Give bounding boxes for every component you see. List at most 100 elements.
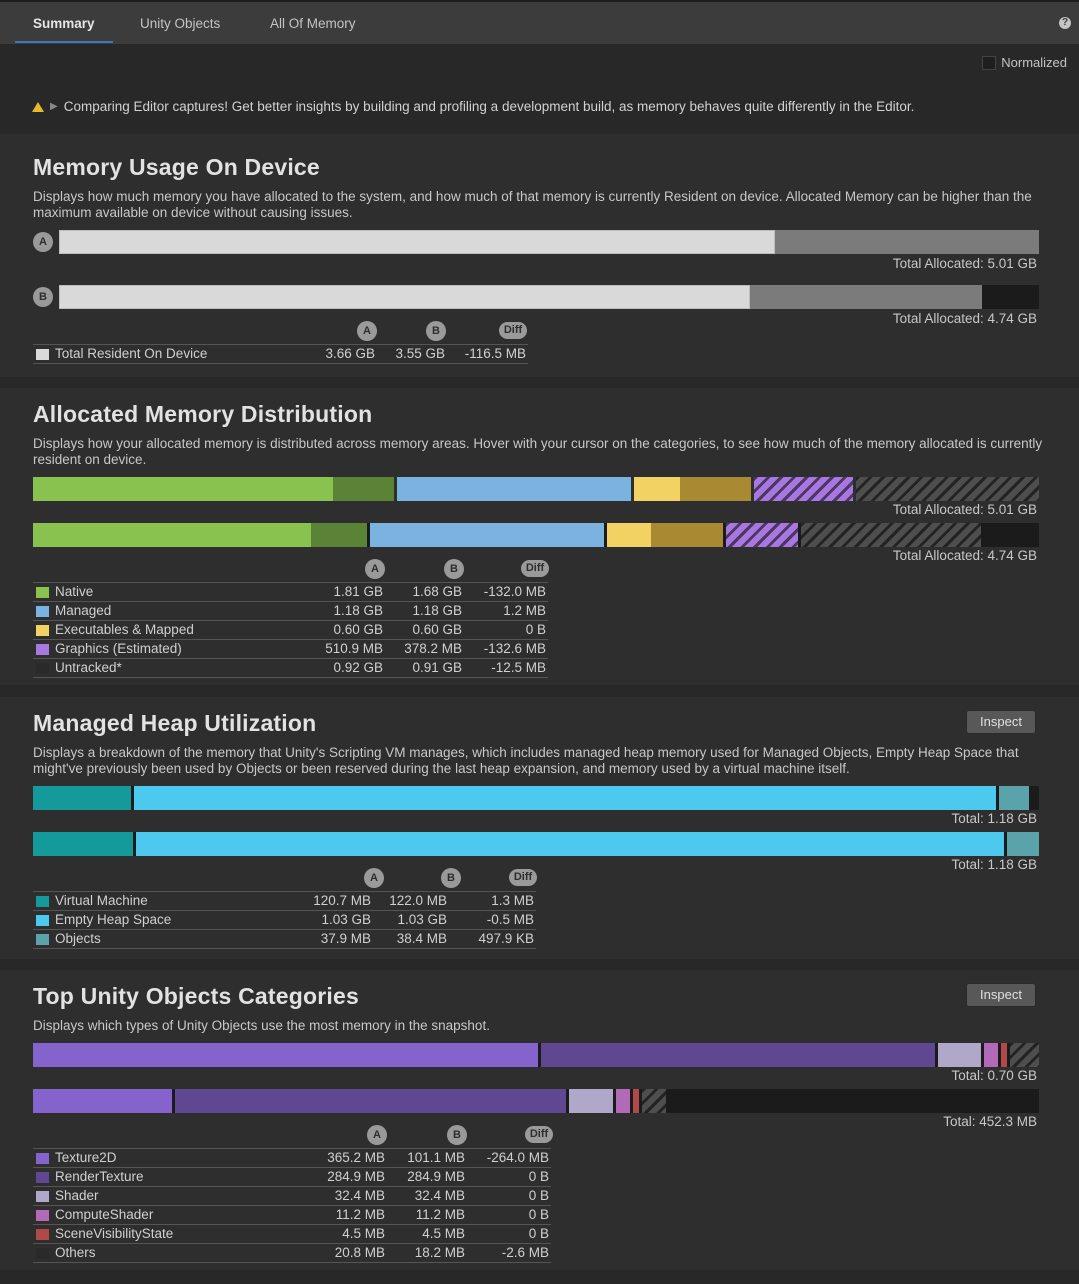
- value-b: 101.1 MB: [407, 1150, 465, 1165]
- rendertexture-segment[interactable]: [175, 1089, 566, 1113]
- inspect-button[interactable]: Inspect: [966, 983, 1036, 1007]
- table-row[interactable]: Texture2D 365.2 MB 101.1 MB -264.0 MB: [33, 1148, 551, 1168]
- computeshader-segment[interactable]: [616, 1089, 630, 1113]
- total-a: Total: 1.18 GB: [951, 811, 1037, 826]
- value-a: 20.8 MB: [334, 1245, 385, 1260]
- rendertexture-segment[interactable]: [541, 1043, 935, 1067]
- normalized-toggle[interactable]: Normalized: [982, 55, 1067, 70]
- value-diff: -12.5 MB: [491, 660, 546, 675]
- shader-segment[interactable]: [569, 1089, 613, 1113]
- native-segment[interactable]: [33, 523, 311, 547]
- native-segment[interactable]: [33, 477, 333, 501]
- executables-segment[interactable]: [607, 523, 651, 547]
- objects-bar-a[interactable]: [33, 1043, 1039, 1067]
- usage-bar-a[interactable]: [59, 230, 1039, 254]
- table-row[interactable]: Objects 37.9 MB 38.4 MB 497.9 KB: [33, 930, 536, 949]
- distribution-bar-a[interactable]: [33, 477, 1039, 501]
- snapshot-a-badge: A: [33, 232, 53, 252]
- table-row[interactable]: Shader 32.4 MB 32.4 MB 0 B: [33, 1187, 551, 1206]
- legend-swatch: [36, 915, 49, 926]
- graphics-segment[interactable]: [726, 523, 798, 547]
- value-a: 11.2 MB: [335, 1207, 385, 1222]
- scenevisibility-segment[interactable]: [633, 1089, 639, 1113]
- table-row[interactable]: Untracked* 0.92 GB 0.91 GB -12.5 MB: [33, 659, 548, 678]
- table-row[interactable]: Total Resident On Device 3.66 GB 3.55 GB…: [33, 344, 528, 364]
- table-row[interactable]: RenderTexture 284.9 MB 284.9 MB 0 B: [33, 1168, 551, 1187]
- table-row[interactable]: SceneVisibilityState 4.5 MB 4.5 MB 0 B: [33, 1225, 551, 1244]
- table-row[interactable]: Managed 1.18 GB 1.18 GB 1.2 MB: [33, 602, 548, 621]
- untracked-segment[interactable]: [856, 477, 1039, 501]
- native-nonresident-segment[interactable]: [311, 523, 367, 547]
- heap-bar-b[interactable]: [33, 832, 1039, 856]
- row-label: Managed: [55, 603, 112, 618]
- warning-text: Comparing Editor captures! Get better in…: [63, 99, 915, 114]
- table-row[interactable]: Virtual Machine 120.7 MB 122.0 MB 1.3 MB: [33, 891, 536, 911]
- value-a: 32.4 MB: [334, 1188, 385, 1203]
- tab-all-of-memory[interactable]: All Of Memory: [270, 16, 356, 31]
- virtual-machine-segment[interactable]: [33, 786, 131, 810]
- row-label: Texture2D: [55, 1150, 117, 1165]
- col-header-diff: Diff: [509, 869, 537, 886]
- row-label: Total Resident On Device: [55, 346, 208, 361]
- total-allocated-b: Total Allocated: 4.74 GB: [892, 548, 1037, 563]
- value-diff: 0 B: [528, 1207, 549, 1222]
- usage-bar-b[interactable]: [59, 285, 1039, 309]
- virtual-machine-segment[interactable]: [33, 832, 133, 856]
- others-segment[interactable]: [642, 1089, 666, 1113]
- graphics-segment[interactable]: [754, 477, 853, 501]
- executables-nonresident-segment[interactable]: [651, 523, 723, 547]
- objects-segment[interactable]: [1007, 832, 1039, 856]
- row-label: Untracked*: [55, 660, 122, 675]
- value-a: 1.03 GB: [321, 912, 371, 927]
- snapshot-b-badge: B: [33, 287, 53, 307]
- table-row[interactable]: Executables & Mapped 0.60 GB 0.60 GB 0 B: [33, 621, 548, 640]
- value-b: 1.03 GB: [397, 912, 447, 927]
- value-diff: -2.6 MB: [501, 1245, 549, 1260]
- usage-table: Total Resident On Device 3.66 GB 3.55 GB…: [33, 344, 528, 364]
- normalized-checkbox[interactable]: [982, 55, 997, 70]
- scenevisibility-segment[interactable]: [1001, 1043, 1007, 1067]
- managed-segment[interactable]: [397, 477, 631, 501]
- tab-unity-objects[interactable]: Unity Objects: [140, 16, 221, 31]
- section-description: Displays which types of Unity Objects us…: [33, 1018, 490, 1033]
- texture2d-segment[interactable]: [33, 1089, 172, 1113]
- heap-bar-a[interactable]: [33, 786, 1039, 810]
- table-row[interactable]: Native 1.81 GB 1.68 GB -132.0 MB: [33, 582, 548, 602]
- value-a: 1.81 GB: [333, 584, 383, 599]
- empty-heap-segment[interactable]: [134, 786, 996, 810]
- table-row[interactable]: Others 20.8 MB 18.2 MB -2.6 MB: [33, 1244, 551, 1263]
- row-label: SceneVisibilityState: [55, 1226, 174, 1241]
- empty-heap-segment[interactable]: [136, 832, 1004, 856]
- texture2d-segment[interactable]: [33, 1043, 538, 1067]
- table-row[interactable]: Graphics (Estimated) 510.9 MB 378.2 MB -132…: [33, 640, 548, 659]
- objects-segment[interactable]: [999, 786, 1029, 810]
- legend-swatch: [36, 1229, 49, 1240]
- col-header-a: A: [364, 868, 384, 888]
- distribution-bar-b[interactable]: [33, 523, 1039, 547]
- managed-segment[interactable]: [370, 523, 604, 547]
- shader-segment[interactable]: [938, 1043, 981, 1067]
- tab-summary[interactable]: Summary: [33, 16, 95, 31]
- value-diff: -116.5 MB: [464, 346, 526, 361]
- native-nonresident-segment[interactable]: [333, 477, 394, 501]
- executables-nonresident-segment[interactable]: [680, 477, 751, 501]
- value-b: 0.60 GB: [412, 622, 462, 637]
- unallocated-segment: [985, 285, 1039, 309]
- value-diff: 1.3 MB: [491, 893, 534, 908]
- expand-arrow-icon[interactable]: ▶: [50, 101, 58, 112]
- section-description: Displays a breakdown of the memory that …: [33, 745, 1019, 776]
- value-diff: 1.2 MB: [503, 603, 546, 618]
- heap-table: Virtual Machine 120.7 MB 122.0 MB 1.3 MB Emp…: [33, 891, 536, 949]
- objects-bar-b[interactable]: [33, 1089, 1039, 1113]
- col-header-b: B: [426, 321, 446, 341]
- inspect-button[interactable]: Inspect: [966, 710, 1036, 734]
- help-icon[interactable]: ?: [1059, 17, 1071, 29]
- executables-segment[interactable]: [634, 477, 680, 501]
- table-row[interactable]: Empty Heap Space 1.03 GB 1.03 GB -0.5 MB: [33, 911, 536, 930]
- others-segment[interactable]: [1010, 1043, 1039, 1067]
- row-label: Virtual Machine: [55, 893, 148, 908]
- value-b: 18.2 MB: [414, 1245, 465, 1260]
- table-row[interactable]: ComputeShader 11.2 MB 11.2 MB 0 B: [33, 1206, 551, 1225]
- untracked-segment[interactable]: [801, 523, 981, 547]
- computeshader-segment[interactable]: [984, 1043, 998, 1067]
